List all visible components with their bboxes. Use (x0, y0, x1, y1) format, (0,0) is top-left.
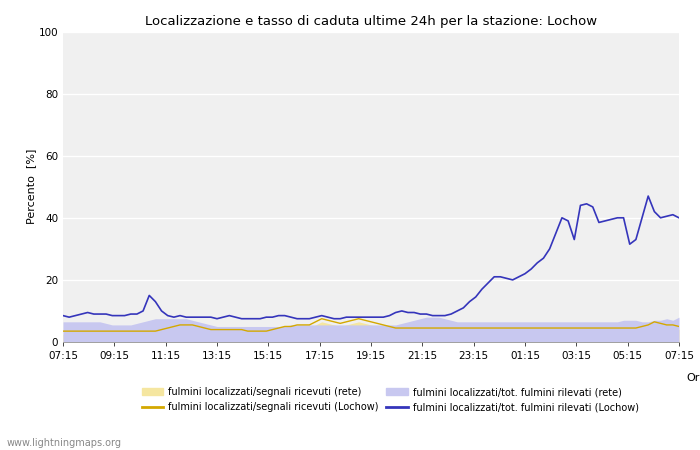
Legend: fulmini localizzati/segnali ricevuti (rete), fulmini localizzati/segnali ricevut: fulmini localizzati/segnali ricevuti (re… (142, 387, 638, 412)
Y-axis label: Percento  [%]: Percento [%] (26, 149, 36, 225)
Title: Localizzazione e tasso di caduta ultime 24h per la stazione: Lochow: Localizzazione e tasso di caduta ultime … (145, 14, 597, 27)
Text: Orario: Orario (686, 373, 700, 382)
Text: www.lightningmaps.org: www.lightningmaps.org (7, 438, 122, 448)
